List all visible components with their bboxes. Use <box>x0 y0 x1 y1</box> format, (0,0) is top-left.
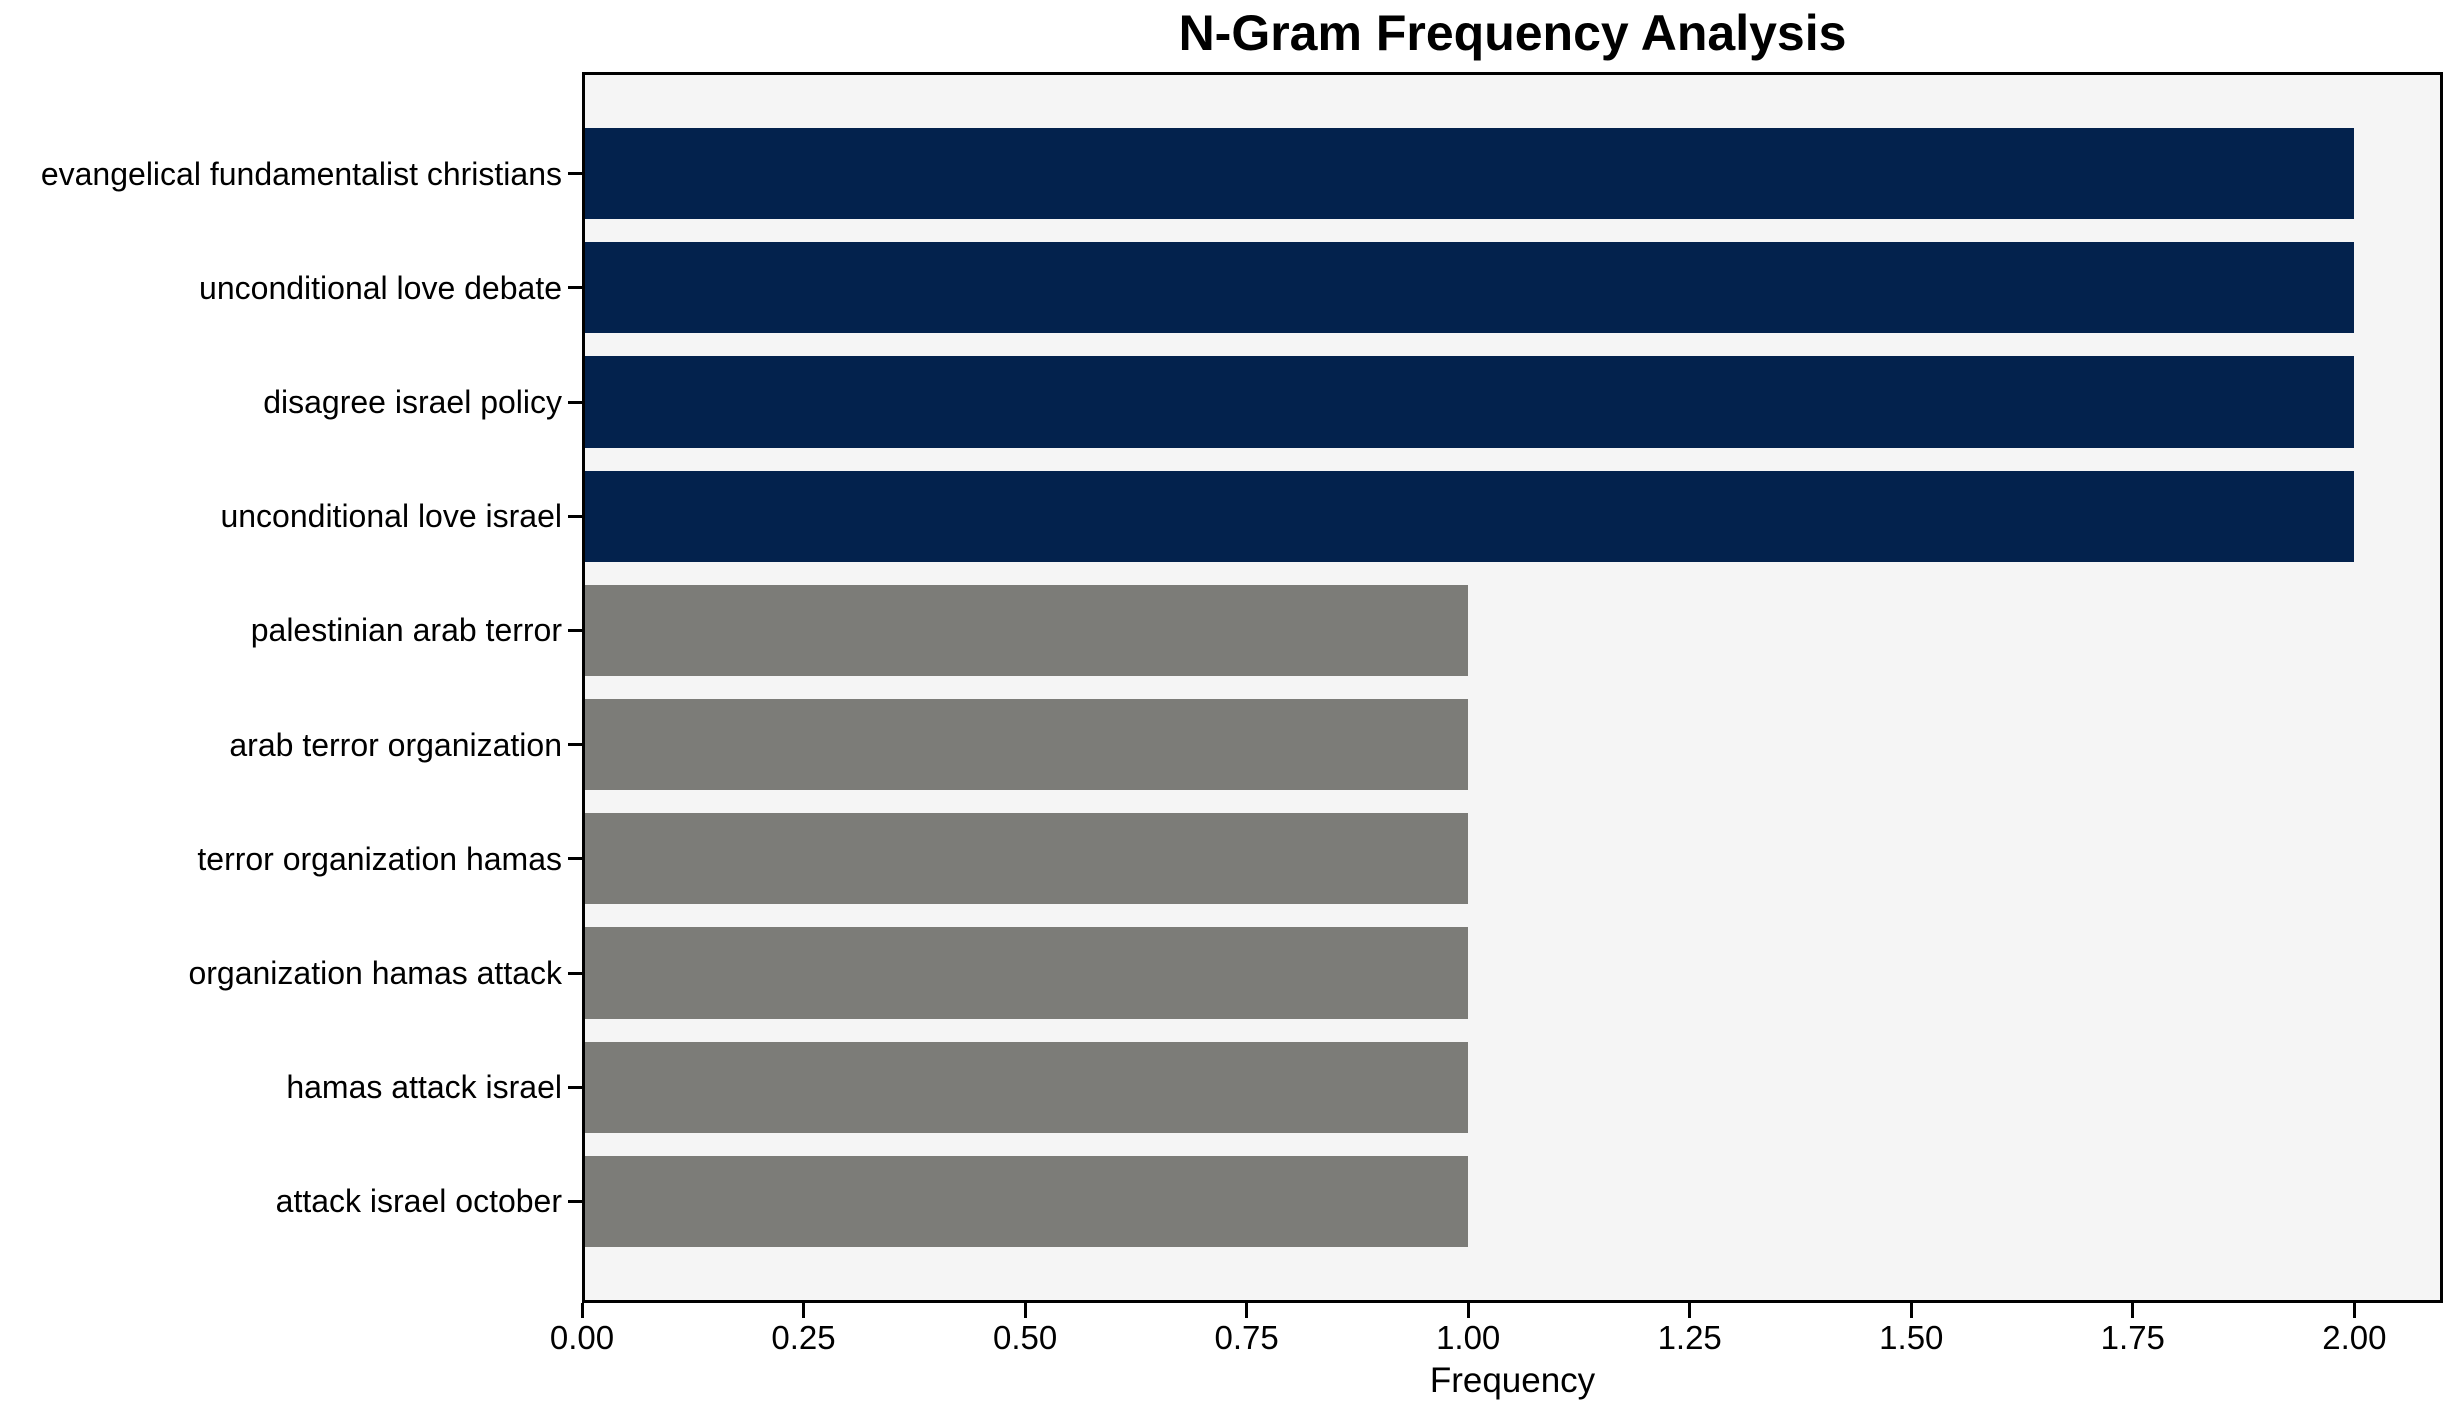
bar <box>582 698 1469 791</box>
y-axis-label: terror organization hamas <box>197 840 562 877</box>
x-tick-label: 2.00 <box>2322 1319 2387 1356</box>
y-tick-mark <box>568 514 582 518</box>
x-axis-title: Frequency <box>1429 1361 1596 1400</box>
x-tick-label: 1.75 <box>2100 1319 2165 1356</box>
x-tick-mark <box>1909 1303 1913 1318</box>
bar <box>582 584 1469 677</box>
x-tick-label: 0.50 <box>992 1319 1058 1356</box>
bar <box>582 813 1469 905</box>
bar <box>582 356 2355 448</box>
y-axis-label: organization hamas attack <box>188 955 562 991</box>
x-tick-mark <box>802 1303 805 1318</box>
y-axis-label: disagree israel policy <box>263 384 562 420</box>
y-tick-mark <box>568 1199 582 1203</box>
y-tick-mark <box>568 172 582 176</box>
x-tick-mark <box>1688 1303 1692 1318</box>
x-tick-label: 0.75 <box>1214 1319 1279 1356</box>
y-tick-mark <box>568 628 582 632</box>
bar <box>582 242 2355 334</box>
x-tick-label: 0.00 <box>549 1319 615 1356</box>
y-tick-mark <box>568 1085 582 1089</box>
x-tick-mark <box>2352 1303 2356 1318</box>
bar <box>582 1155 1469 1248</box>
chart-title: N-Gram Frequency Analysis <box>1178 5 1847 61</box>
x-tick-label: 1.25 <box>1657 1319 1722 1356</box>
bar <box>582 1041 1469 1133</box>
y-axis-label: palestinian arab terror <box>250 612 562 649</box>
y-axis-label: arab terror organization <box>229 726 562 763</box>
y-axis-label: hamas attack israel <box>286 1069 562 1106</box>
y-axis-label: unconditional love israel <box>220 498 562 535</box>
y-tick-mark <box>568 743 582 747</box>
y-axis-label: attack israel october <box>275 1183 562 1220</box>
y-tick-mark <box>568 400 582 404</box>
x-tick-mark <box>2131 1303 2135 1318</box>
y-tick-mark <box>568 971 582 975</box>
x-tick-mark <box>580 1303 584 1318</box>
x-tick-mark <box>1023 1303 1027 1318</box>
y-axis-label: unconditional love debate <box>199 269 562 306</box>
y-tick-mark <box>568 857 582 861</box>
x-tick-label: 1.50 <box>1879 1319 1944 1356</box>
bar <box>582 128 2355 220</box>
bar <box>582 927 1469 1019</box>
x-tick-label: 0.25 <box>771 1319 836 1356</box>
x-tick-mark <box>1466 1303 1470 1318</box>
y-tick-mark <box>568 286 582 290</box>
bar <box>582 470 2355 562</box>
x-tick-label: 1.00 <box>1436 1319 1501 1356</box>
x-tick-mark <box>1245 1303 1249 1318</box>
y-axis-label: evangelical fundamentalist christians <box>40 155 562 192</box>
